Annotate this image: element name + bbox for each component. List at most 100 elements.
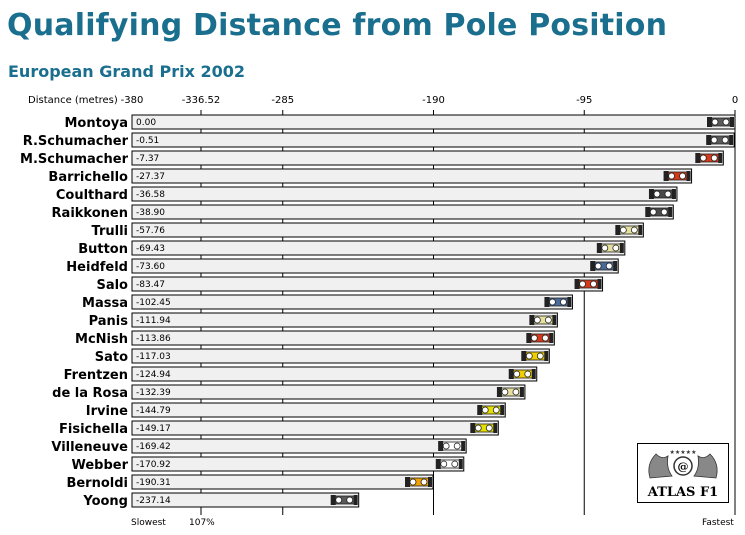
car-icon	[707, 117, 734, 127]
bar-panis	[131, 312, 558, 328]
driver-label: Villeneuve	[51, 440, 128, 455]
bar-delarosa	[131, 384, 526, 400]
car-icon	[496, 387, 524, 397]
value-label: -144.79	[136, 406, 171, 416]
chart-title: Qualifying Distance from Pole Position	[7, 8, 668, 43]
car-icon	[405, 477, 433, 487]
value-label: -83.47	[136, 280, 165, 290]
x-tick-label: -336.52	[182, 95, 221, 106]
x-axis-label: Distance (metres)	[28, 95, 118, 106]
car-icon	[521, 351, 549, 361]
driver-label: Frentzen	[64, 368, 128, 383]
car-icon	[470, 423, 498, 433]
value-label: 0.00	[136, 118, 156, 128]
driver-label: Irvine	[86, 404, 128, 419]
value-label: -73.60	[136, 262, 165, 272]
car-icon	[648, 189, 676, 199]
driver-label: Salo	[96, 278, 128, 293]
car-icon	[477, 405, 505, 415]
driver-label: Barrichello	[48, 170, 128, 185]
bar-button	[131, 240, 626, 256]
car-icon	[695, 153, 723, 163]
chart-subtitle: European Grand Prix 2002	[8, 62, 246, 81]
bar-irvine	[131, 402, 506, 418]
footer-slowest-label: Slowest	[131, 518, 166, 528]
car-icon	[574, 279, 602, 289]
svg-text:@: @	[678, 460, 689, 473]
car-icon	[596, 243, 624, 253]
value-label: -149.17	[136, 424, 171, 434]
car-icon	[438, 441, 466, 451]
driver-label: Panis	[89, 314, 129, 329]
bar-fisichella	[131, 420, 499, 436]
bar-montoya	[131, 114, 736, 130]
bar-massa	[131, 294, 573, 310]
x-tick-label: -95	[576, 95, 592, 106]
x-tick-label: -190	[422, 95, 445, 106]
car-icon	[330, 495, 358, 505]
driver-label: McNish	[75, 332, 128, 347]
value-label: -237.14	[136, 496, 171, 506]
car-icon	[544, 297, 572, 307]
driver-label: Fisichella	[59, 422, 128, 437]
driver-label: Button	[78, 242, 128, 257]
bar-salo	[131, 276, 604, 292]
car-icon	[526, 333, 554, 343]
atlas-f1-logo: @ ★★★★★ ATLAS F1	[637, 443, 729, 503]
bar-mcnish	[131, 330, 555, 346]
value-label: -132.39	[136, 388, 171, 398]
value-label: -117.03	[136, 352, 171, 362]
value-label: -190.31	[136, 478, 171, 488]
x-tick-label: -285	[271, 95, 294, 106]
driver-label: Sato	[95, 350, 128, 365]
bar-bernoldi	[131, 474, 434, 490]
value-label: -69.43	[136, 244, 165, 254]
value-label: -7.37	[136, 154, 159, 164]
bar-barrichello	[131, 168, 693, 184]
footer-fastest-label: Fastest	[702, 518, 734, 528]
car-icon	[615, 225, 643, 235]
bar-mschumacher	[131, 150, 724, 166]
value-label: -36.58	[136, 190, 165, 200]
value-label: -102.45	[136, 298, 171, 308]
bar-coulthard	[131, 186, 678, 202]
driver-label: Trulli	[92, 224, 128, 239]
driver-label: de la Rosa	[52, 386, 128, 401]
driver-label: Webber	[71, 458, 128, 473]
bar-villeneuve	[131, 438, 467, 454]
bar-rschumacher	[131, 132, 735, 148]
bar-webber	[131, 456, 465, 472]
bar-raikkonen	[131, 204, 674, 220]
bar-yoong	[131, 492, 360, 508]
x-tick-label: -380	[121, 95, 144, 106]
value-label: -57.76	[136, 226, 165, 236]
car-icon	[663, 171, 691, 181]
value-label: -27.37	[136, 172, 165, 182]
driver-label: Raikkonen	[52, 206, 128, 221]
driver-label: Heidfeld	[66, 260, 128, 275]
driver-label: Yoong	[82, 494, 128, 509]
value-label: -170.92	[136, 460, 171, 470]
car-icon	[590, 261, 618, 271]
value-label: -111.94	[136, 316, 171, 326]
x-tick-label: 0	[732, 95, 738, 106]
svg-text:★★★★★: ★★★★★	[670, 449, 697, 456]
value-label: -124.94	[136, 370, 171, 380]
car-icon	[435, 459, 463, 469]
bar-frentzen	[131, 366, 538, 382]
bar-sato	[131, 348, 550, 364]
driver-label: Coulthard	[56, 188, 128, 203]
value-label: -169.42	[136, 442, 171, 452]
value-label: -38.90	[136, 208, 165, 218]
car-icon	[645, 207, 673, 217]
driver-label: R.Schumacher	[23, 134, 129, 149]
footer-107-label: 107%	[189, 518, 215, 528]
logo-text: ATLAS F1	[647, 485, 719, 500]
driver-label: Bernoldi	[66, 476, 128, 491]
car-icon	[508, 369, 536, 379]
car-icon	[529, 315, 557, 325]
driver-label: M.Schumacher	[20, 152, 129, 167]
bar-trulli	[131, 222, 644, 238]
driver-label: Montoya	[64, 116, 128, 131]
